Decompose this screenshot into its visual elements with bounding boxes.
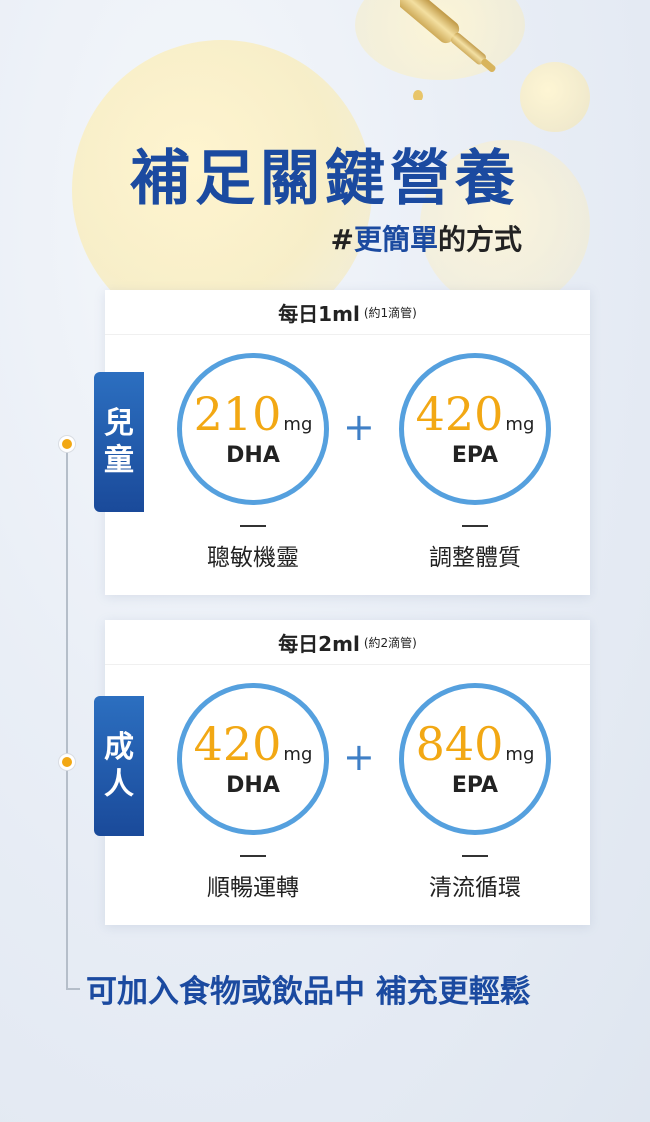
tab-char: 人 xyxy=(104,767,134,802)
timeline-line xyxy=(66,445,68,990)
dha-label: DHA xyxy=(226,442,280,468)
page-title: 補足關鍵營養 xyxy=(130,144,520,214)
epa-amount: 420 xyxy=(415,386,504,441)
plus-icon: + xyxy=(343,405,375,449)
dose-header: 每日2ml (約2滴管) xyxy=(105,620,590,665)
tab-char: 童 xyxy=(104,443,134,478)
dha-circle: 210 mg DHA xyxy=(177,353,329,505)
timeline-dot-icon xyxy=(59,436,75,452)
subtitle-hash: # xyxy=(330,223,354,256)
divider-dash xyxy=(240,855,266,857)
page-subtitle: #更簡單的方式 xyxy=(331,218,523,258)
dose-note: (約1滴管) xyxy=(363,305,417,320)
dha-benefit: 聰敏機靈 xyxy=(207,545,299,571)
epa-label: EPA xyxy=(451,772,499,798)
dha-circle: 420 mg DHA xyxy=(177,683,329,835)
plus-icon: + xyxy=(343,735,375,779)
children-dosage-card: 每日1ml (約1滴管) 210 mg DHA + 420 mg EPA 聰敏機靈 … xyxy=(105,290,590,595)
epa-benefit: 清流循環 xyxy=(429,875,521,901)
children-tab: 兒 童 xyxy=(94,372,144,512)
adults-dosage-card: 每日2ml (約2滴管) 420 mg DHA + 840 mg EPA 順暢運轉 … xyxy=(105,620,590,925)
subtitle-highlight: 更簡單 xyxy=(353,223,438,256)
dha-unit: mg xyxy=(283,413,313,435)
divider-dash xyxy=(462,855,488,857)
divider-dash xyxy=(240,525,266,527)
dose-note: (約2滴管) xyxy=(363,635,417,650)
epa-benefit: 調整體質 xyxy=(429,545,521,571)
epa-unit: mg xyxy=(505,743,535,765)
adults-tab: 成 人 xyxy=(94,696,144,836)
subtitle-rest: 的方式 xyxy=(437,223,522,256)
epa-unit: mg xyxy=(505,413,535,435)
oil-bubble-right xyxy=(420,140,590,310)
epa-circle: 840 mg EPA xyxy=(399,683,551,835)
dose-main: 每日1ml xyxy=(278,301,360,326)
timeline-end xyxy=(66,988,80,990)
dha-label: DHA xyxy=(226,772,280,798)
dropper-icon xyxy=(400,0,496,100)
timeline-dot-icon xyxy=(59,754,75,770)
tab-char: 兒 xyxy=(104,405,134,441)
dose-main: 每日2ml xyxy=(278,631,360,656)
dha-amount: 210 xyxy=(193,386,282,441)
tab-char: 成 xyxy=(104,729,134,765)
epa-label: EPA xyxy=(451,442,499,468)
dose-header: 每日1ml (約1滴管) xyxy=(105,290,590,335)
oil-bubble-small xyxy=(520,62,590,132)
dha-amount: 420 xyxy=(193,716,282,771)
dha-unit: mg xyxy=(283,743,313,765)
divider-dash xyxy=(462,525,488,527)
epa-circle: 420 mg EPA xyxy=(399,353,551,505)
footer-tagline: 可加入食物或飲品中 補充更輕鬆 xyxy=(86,974,531,1010)
epa-amount: 840 xyxy=(415,716,504,771)
dha-benefit: 順暢運轉 xyxy=(207,875,299,901)
